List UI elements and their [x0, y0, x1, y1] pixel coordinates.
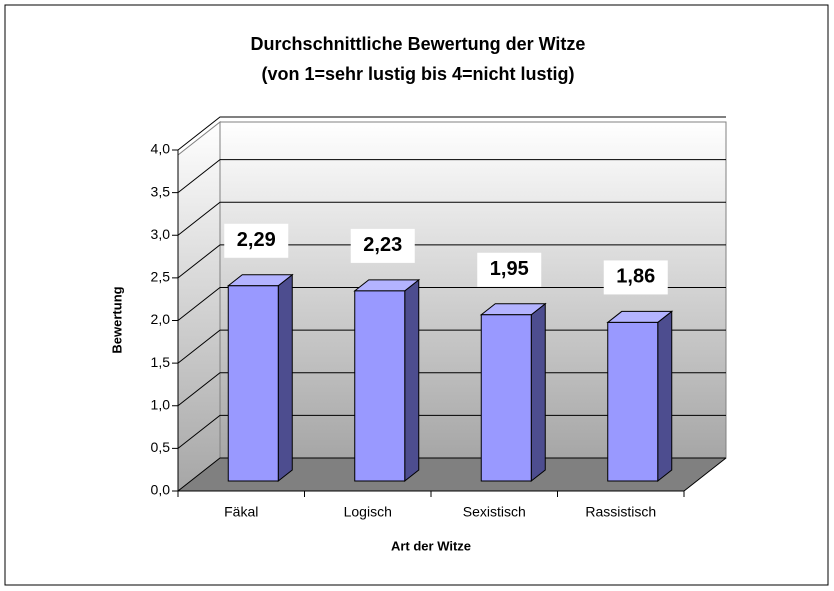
y-tick-label: 0,0: [151, 482, 171, 498]
bar-side: [657, 310, 673, 483]
y-tick-label: 1,0: [151, 396, 171, 412]
y-tick-label: 1,5: [151, 354, 171, 370]
chart-subtitle: (von 1=sehr lustig bis 4=nicht lustig): [261, 64, 574, 84]
value-label: 1,86: [616, 266, 655, 288]
side-wall: [177, 120, 221, 493]
bar-side: [530, 302, 546, 483]
bar: [354, 290, 406, 482]
value-label: 2,23: [363, 234, 402, 256]
grid-line: [177, 159, 726, 194]
value-label-box: [350, 228, 415, 263]
x-tick-label: Rassistisch: [585, 504, 656, 520]
y-tick-label: 2,0: [151, 311, 171, 327]
grid-line: [177, 244, 726, 279]
grid-line: [177, 329, 726, 364]
y-tick-label: 4,0: [151, 141, 171, 157]
x-tick-label: Fäkal: [224, 504, 258, 520]
bar: [480, 314, 532, 482]
y-tick-label: 0,5: [151, 439, 171, 455]
bar-side: [404, 278, 420, 483]
y-tick-label: 3,0: [151, 226, 171, 242]
x-tick-label: Logisch: [344, 504, 392, 520]
value-label-box: [603, 260, 668, 295]
y-axis-title: Bewertung: [109, 286, 124, 353]
value-label-box: [477, 252, 542, 287]
grid-line: [177, 287, 726, 321]
grid: [177, 116, 726, 492]
x-tick-label: Sexistisch: [463, 504, 526, 520]
y-tick-label: 3,5: [151, 183, 171, 199]
bar: [607, 321, 659, 482]
floor: [178, 458, 726, 491]
value-label-box: [224, 223, 289, 258]
y-tick-label: 2,5: [151, 269, 171, 285]
grid-line: [177, 116, 726, 151]
value-label: 2,29: [237, 229, 276, 251]
bar: [227, 285, 279, 482]
bar-side: [277, 273, 293, 483]
value-label: 1,95: [490, 258, 529, 280]
grid-line: [177, 457, 726, 492]
x-axis-title: Art der Witze: [391, 538, 471, 553]
grid-line: [177, 372, 726, 407]
grid-line: [177, 414, 726, 449]
chart-title: Durchschnittliche Bewertung der Witze: [251, 34, 586, 54]
grid-line: [177, 201, 726, 236]
